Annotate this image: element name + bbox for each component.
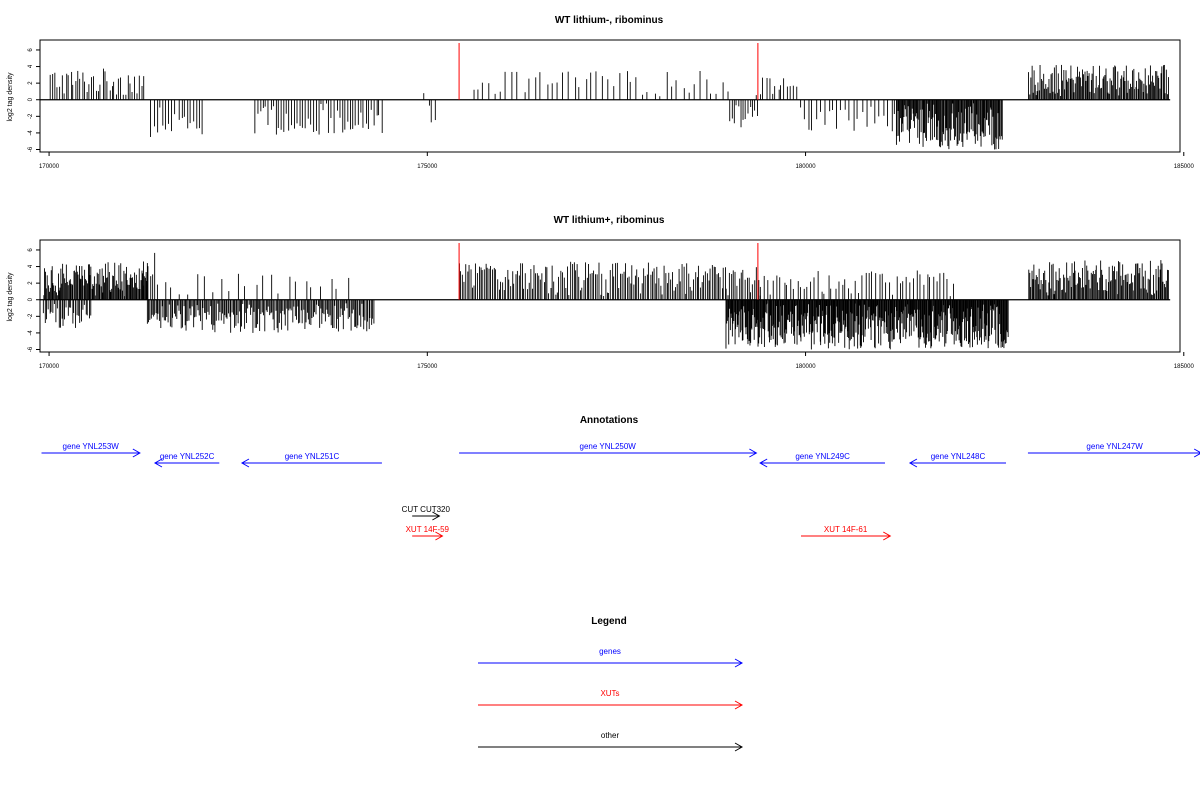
y-tick-label: 2 [28, 81, 34, 85]
annotation-arrow [153, 458, 220, 468]
y-tick-label: 2 [28, 281, 34, 285]
x-tick-label: 170000 [39, 164, 60, 170]
annotation-label: gene YNL247W [1086, 442, 1143, 451]
x-tick-label: 170000 [39, 364, 60, 370]
annotation-arrow [801, 531, 892, 541]
annotation-label: gene YNL250W [580, 442, 637, 451]
annotation-label: CUT CUT320 [402, 505, 451, 514]
legend-arrow [478, 742, 744, 752]
y-tick-label: 0 [28, 97, 34, 101]
x-axis: 170000 175000 180000 185000 [39, 352, 1194, 370]
annotation-arrow [459, 448, 758, 458]
annotation-arrow [41, 448, 141, 458]
y-tick-label: -2 [28, 113, 34, 119]
legend-label: other [601, 731, 620, 740]
annotation-label: gene YNL251C [285, 452, 340, 461]
annotation-label: XUT 14F-59 [406, 525, 450, 534]
annotation-arrow [412, 531, 444, 541]
annotation-arrow [759, 458, 885, 468]
plot-frame [39, 239, 1181, 353]
annotation-arrow [908, 458, 1007, 468]
legend: Legend genes XUTs other [478, 616, 744, 752]
annotation-arrow [240, 458, 382, 468]
legend-arrow [478, 658, 744, 668]
y-tick-label: 4 [28, 264, 34, 268]
y-tick-label: 6 [28, 48, 34, 52]
annotation-items: gene YNL253W gene YNL252C gene YNL251C gene… [41, 442, 1200, 541]
legend-arrow [478, 700, 744, 710]
x-tick-label: 180000 [796, 164, 817, 170]
y-axis-label: log2 tag density [7, 72, 14, 122]
y-tick-label: -6 [28, 346, 34, 352]
legend-items: genes XUTs other [478, 647, 744, 752]
x-tick-label: 185000 [1174, 164, 1195, 170]
y-tick-label: 4 [28, 64, 34, 68]
y-tick-label: 6 [28, 248, 34, 252]
panel-title: WT lithium-, ribominus [555, 15, 664, 26]
y-axis-label: log2 tag density [7, 272, 14, 322]
annotation-arrow [1027, 448, 1200, 458]
signal-bars [40, 252, 1171, 350]
legend-label: XUTs [600, 689, 619, 698]
signal-bars [40, 64, 1171, 150]
y-axis: 6 4 2 0 -2 -4 -6 [28, 48, 40, 152]
y-tick-label: -4 [28, 330, 34, 336]
track-panel-lithium-plus: WT lithium+, ribominus log2 tag density … [7, 215, 1194, 370]
y-tick-label: -2 [28, 313, 34, 319]
y-tick-label: -6 [28, 146, 34, 152]
annotation-label: XUT 14F-61 [824, 525, 868, 534]
annotation-label: gene YNL249C [795, 452, 850, 461]
annotations-title: Annotations [580, 415, 639, 426]
x-tick-label: 180000 [796, 364, 817, 370]
panel-title: WT lithium+, ribominus [554, 215, 665, 226]
x-tick-label: 185000 [1174, 364, 1195, 370]
x-axis: 170000 175000 180000 185000 [39, 152, 1194, 170]
x-tick-label: 175000 [417, 164, 438, 170]
track-panel-lithium-minus: WT lithium-, ribominus log2 tag density … [7, 15, 1194, 170]
legend-title: Legend [591, 616, 627, 627]
marker-lines [458, 243, 759, 300]
x-tick-label: 175000 [417, 364, 438, 370]
plot-frame [39, 39, 1181, 153]
legend-label: genes [599, 647, 621, 656]
y-tick-label: -4 [28, 130, 34, 136]
annotation-arrow [412, 511, 441, 521]
marker-lines [458, 43, 759, 100]
annotation-label: gene YNL253W [63, 442, 120, 451]
y-tick-label: 0 [28, 297, 34, 301]
y-axis: 6 4 2 0 -2 -4 -6 [28, 248, 40, 352]
annotation-label: gene YNL252C [160, 452, 215, 461]
annotation-label: gene YNL248C [931, 452, 986, 461]
